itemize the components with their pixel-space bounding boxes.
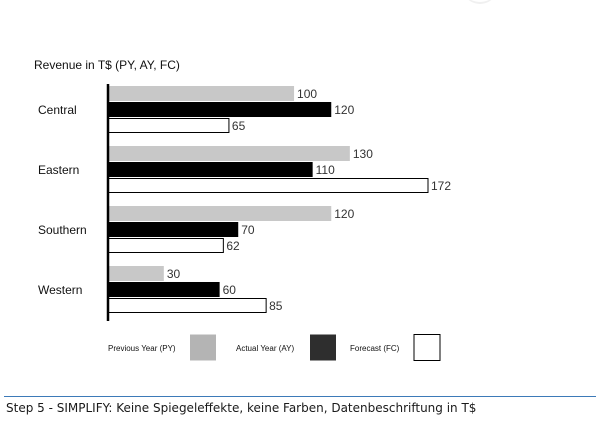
- data-label-southern-previous-year-py: 120: [334, 207, 354, 221]
- legend-label-actual-year-ay: Actual Year (AY): [236, 344, 294, 353]
- bar-southern-actual-year-ay: [108, 222, 239, 237]
- bar-central-previous-year-py: [108, 86, 295, 101]
- slide-caption: Step 5 - SIMPLIFY: Keine Spiegeleffekte,…: [6, 401, 477, 415]
- category-label-southern: Southern: [38, 223, 87, 237]
- data-label-southern-actual-year-ay: 70: [241, 223, 255, 237]
- chart-title: Revenue in T$ (PY, AY, FC): [34, 58, 180, 72]
- data-label-western-forecast-fc: 85: [269, 299, 283, 313]
- legend-swatch-actual-year-ay: [310, 334, 336, 361]
- bar-eastern-previous-year-py: [108, 146, 350, 161]
- bar-central-forecast-fc: [107, 118, 230, 133]
- legend-label-forecast-fc: Forecast (FC): [350, 344, 400, 353]
- data-label-eastern-actual-year-ay: 110: [316, 163, 335, 177]
- data-label-eastern-forecast-fc: 172: [431, 179, 451, 193]
- bar-eastern-forecast-fc: [107, 178, 429, 193]
- data-label-southern-forecast-fc: 62: [226, 239, 240, 253]
- category-label-eastern: Eastern: [38, 163, 79, 177]
- data-label-western-previous-year-py: 30: [167, 267, 181, 281]
- legend-label-previous-year-py: Previous Year (PY): [108, 344, 176, 353]
- data-label-western-actual-year-ay: 60: [223, 283, 237, 297]
- bar-western-forecast-fc: [107, 298, 267, 313]
- revenue-chart: Revenue in T$ (PY, AY, FC) Central 100 120 6…: [34, 58, 451, 361]
- bar-western-actual-year-ay: [108, 282, 220, 297]
- category-label-central: Central: [38, 103, 77, 117]
- decorative-arc: [462, 0, 498, 4]
- bar-southern-previous-year-py: [108, 206, 332, 221]
- data-label-central-forecast-fc: 65: [232, 119, 246, 133]
- bar-eastern-actual-year-ay: [108, 162, 313, 177]
- data-label-central-actual-year-ay: 120: [334, 103, 354, 117]
- bar-central-actual-year-ay: [108, 102, 332, 117]
- bar-western-previous-year-py: [108, 266, 164, 281]
- data-label-eastern-previous-year-py: 130: [353, 147, 373, 161]
- bar-southern-forecast-fc: [107, 238, 224, 253]
- caption-divider: [4, 396, 596, 397]
- legend-swatch-previous-year-py: [190, 334, 216, 361]
- category-label-western: Western: [38, 283, 82, 297]
- legend-swatch-forecast-fc: [413, 334, 441, 361]
- data-label-central-previous-year-py: 100: [297, 87, 317, 101]
